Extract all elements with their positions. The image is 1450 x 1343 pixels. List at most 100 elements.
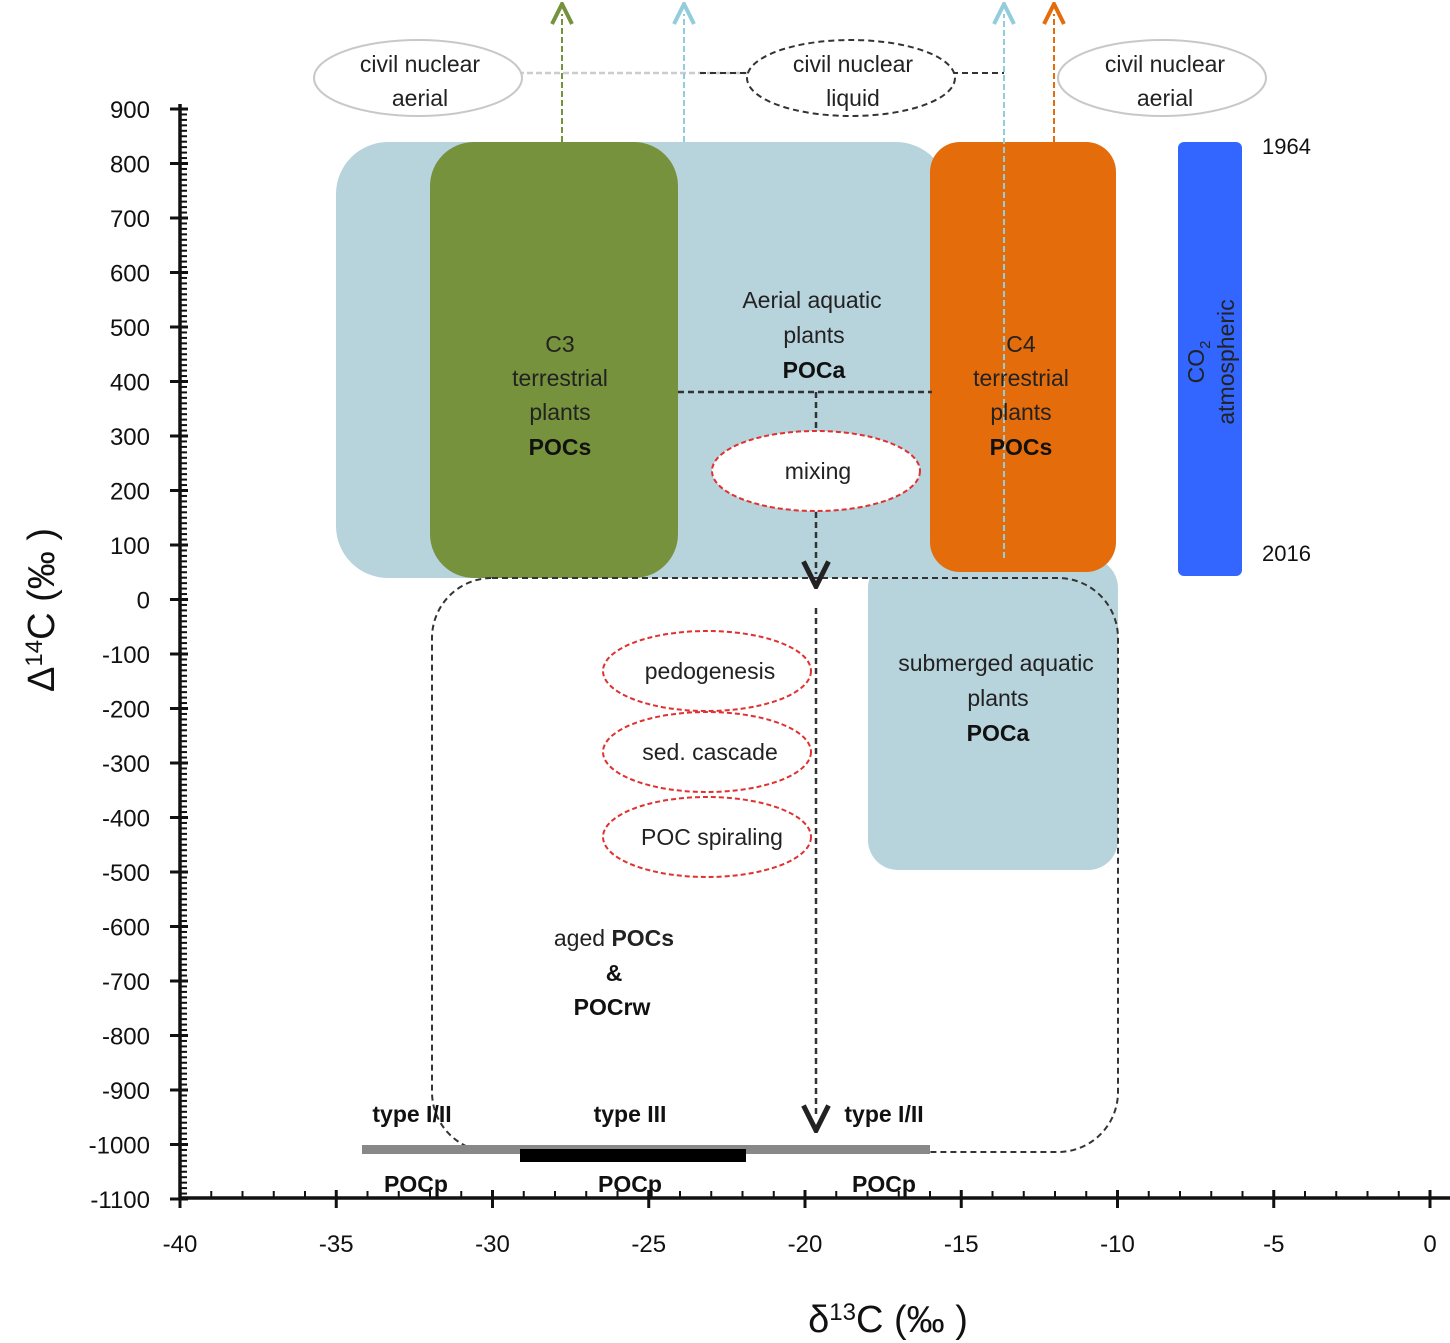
submerged-aquatic-box [868,558,1118,870]
y-tick-label: 0 [137,588,150,615]
nuclear-aerial-left-line1: civil nuclear [360,51,480,77]
y-tick-labels: 900 800 700 600 500 400 300 200 100 0 -100 -200 -300… [89,97,150,1214]
y-tick-label: -100 [102,642,150,669]
pedogenesis-label: pedogenesis [645,658,775,684]
submerged-line1: submerged aquatic [898,650,1094,676]
y-axis-title-rest: C (‰ ) [21,528,63,640]
petrogenic-middle-type: type III [594,1101,667,1127]
svg-text:CO2: CO2 [1183,341,1214,384]
pocp-middle: POCp [598,1171,662,1197]
petrogenic-type-iii-bar [520,1149,746,1162]
y-tick-label: 900 [110,97,150,124]
y-tick-label: 400 [110,370,150,397]
nuclear-liquid-line2: liquid [826,85,880,111]
c3-line1: C3 [545,331,574,357]
x-tick-label: -30 [475,1231,510,1258]
c4-line2: terrestrial [973,365,1069,391]
c4-box [930,142,1116,572]
y-tick-label: 800 [110,152,150,179]
nuclear-aerial-right-line1: civil nuclear [1105,51,1225,77]
x-tick-label: -5 [1263,1231,1284,1258]
petrogenic-left-type: type I/II [372,1101,451,1127]
y-tick-label: 300 [110,424,150,451]
y-axis-title: Δ14C (‰ ) [21,528,63,692]
pocp-left: POCp [384,1171,448,1197]
co2-year-bottom: 2016 [1262,541,1311,566]
x-tick-label: -40 [163,1231,198,1258]
mixing-ellipse: mixing [711,430,921,512]
c3-line2: terrestrial [512,365,608,391]
x-tick-label: -15 [944,1231,979,1258]
c4-line1: C4 [1006,331,1036,357]
petrogenic-right-type: type I/II [844,1101,923,1127]
x-tick-labels: -40 -35 -30 -25 -20 -15 -10 -5 0 [163,1231,1437,1258]
x-tick-label: -35 [319,1231,354,1258]
aerial-aquatic-line1: Aerial aquatic [742,287,881,313]
aged-line2: & [606,960,623,986]
x-axis [178,1190,1450,1208]
co2-subscript: 2 [1197,341,1214,349]
x-tick-label: -25 [631,1231,666,1258]
y-tick-label: -1100 [90,1187,150,1214]
nuclear-liquid-line1: civil nuclear [793,51,913,77]
c4-line3: plants [990,399,1051,425]
co2-line2: atmospheric [1213,299,1239,424]
submerged-aquatic-label: submerged aquatic plants POCa [898,650,1094,746]
y-tick-label: -400 [102,806,150,833]
nuclear-liquid: civil nuclear liquid [746,39,956,117]
y-axis-title-delta: Δ [21,667,63,692]
submerged-line3: POCa [967,720,1030,746]
aged-line3: POCrw [574,994,651,1020]
mixing-label: mixing [785,458,851,484]
c3-box [430,142,678,578]
x-tick-label: 0 [1423,1231,1436,1258]
pedogenesis-ellipse: pedogenesis [602,630,812,712]
nuclear-aerial-right-line2: aerial [1137,85,1193,111]
y-tick-label: -1000 [89,1133,150,1160]
x-axis-title-sup: 13 [829,1299,856,1326]
co2-bar [1178,142,1242,576]
y-tick-label: -200 [102,697,150,724]
y-tick-label: -700 [102,969,150,996]
nuclear-aerial-right: civil nuclear aerial [1057,39,1267,117]
c3-line3: plants [529,399,590,425]
aged-line1b: POCs [611,925,674,951]
y-tick-label: -800 [102,1024,150,1051]
nuclear-aerial-left: civil nuclear aerial [313,39,523,117]
y-tick-label: 700 [110,206,150,233]
c4-label: C4 terrestrial plants POCs [973,331,1069,460]
x-tick-label: -20 [788,1231,823,1258]
y-axis [170,104,188,1201]
c4-line4: POCs [990,434,1053,460]
aerial-aquatic-label: Aerial aquatic plants POCa [742,287,881,383]
aerial-aquatic-line2: plants [783,322,844,348]
y-tick-label: 600 [110,261,150,288]
x-axis-title-delta: δ [808,1299,829,1341]
svg-text:aged POCs: aged POCs [554,925,674,951]
co2-line1: CO [1183,349,1209,384]
y-tick-label: 200 [110,479,150,506]
pocp-right: POCp [852,1171,916,1197]
y-tick-label: -600 [102,915,150,942]
y-tick-label: -500 [102,860,150,887]
co2-year-top: 1964 [1262,134,1311,159]
submerged-line2: plants [967,685,1028,711]
aged-line1a: aged [554,925,612,951]
x-tick-label: -10 [1100,1231,1135,1258]
y-tick-label: -900 [102,1078,150,1105]
y-axis-title-sup: 14 [21,640,48,667]
sed-cascade-label: sed. cascade [642,739,778,765]
sed-cascade-ellipse: sed. cascade [602,711,812,793]
x-axis-title-rest: C (‰ ) [856,1299,968,1341]
poc-spiraling-label: POC spiraling [641,824,783,850]
co2-label: CO2 atmospheric [1183,299,1239,424]
c3-line4: POCs [529,434,592,460]
aerial-aquatic-line3: POCa [783,357,846,383]
y-tick-label: 100 [110,533,150,560]
y-tick-label: 500 [110,315,150,342]
nuclear-aerial-left-line2: aerial [392,85,448,111]
c3-label: C3 terrestrial plants POCs [512,331,608,460]
poc-spiraling-ellipse: POC spiraling [602,796,812,878]
x-axis-title: δ13C (‰ ) [808,1299,968,1341]
